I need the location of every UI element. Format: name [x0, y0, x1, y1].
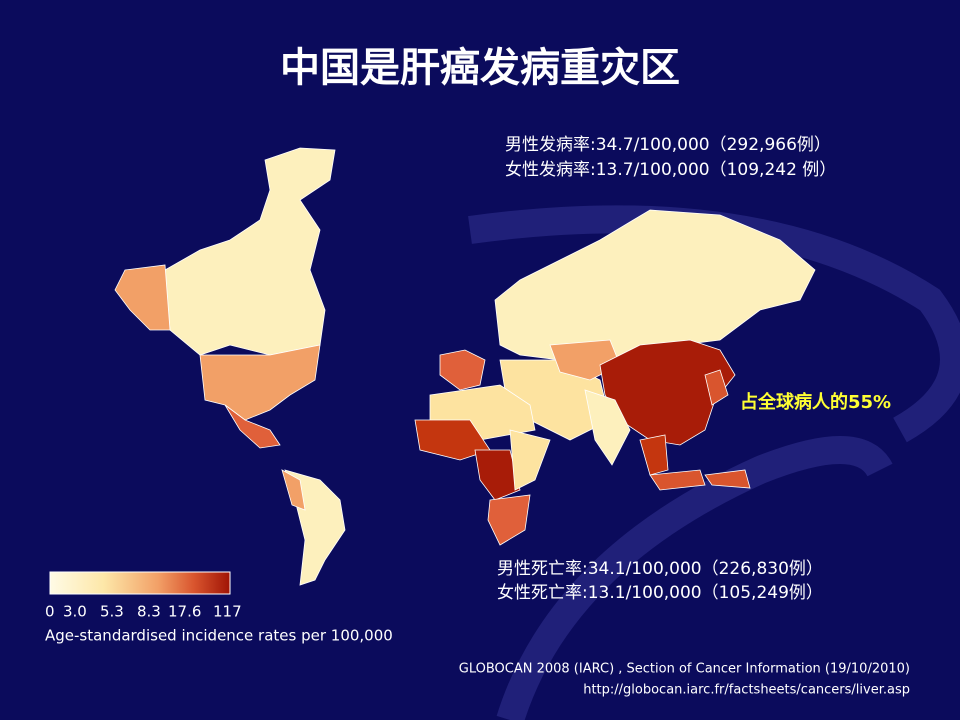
europe-russia [494, 209, 816, 361]
mortality-male: 男性死亡率:34.1/100,000（226,830例） [497, 559, 823, 579]
legend-tick-label: 0 [45, 603, 55, 621]
india [584, 389, 631, 466]
southeast-asia [639, 434, 669, 476]
southern-africa [487, 494, 531, 546]
incidence-male: 男性发病率:34.7/100,000（292,966例） [505, 135, 831, 155]
title: 中国是肝癌发病重灾区 [280, 45, 680, 91]
annotation: 占全球病人的55% [740, 391, 891, 413]
source-url: http://globocan.iarc.fr/factsheets/cance… [583, 683, 910, 698]
legend-ticks: 0 3.0 5.3 8.3 17.6 117 [45, 603, 242, 621]
west-africa [414, 419, 491, 461]
alaska [114, 264, 171, 331]
legend-tick-label: 117 [213, 603, 242, 621]
legend-colorbar [49, 571, 231, 595]
legend-tick-label: 8.3 [137, 603, 161, 621]
usa [199, 344, 321, 421]
incidence-female: 女性发病率:13.7/100,000（109,242 例） [505, 160, 836, 180]
legend-title: Age-standardised incidence rates per 100… [45, 627, 393, 645]
decoration [468, 205, 960, 720]
mortality-female: 女性死亡率:13.1/100,000（105,249例） [497, 583, 823, 603]
peru [281, 469, 306, 511]
indonesia [649, 469, 751, 491]
east-africa [509, 429, 551, 491]
source-line: GLOBOCAN 2008 (IARC) , Section of Cancer… [459, 662, 910, 677]
mexico [224, 404, 281, 449]
legend-tick-label: 17.6 [168, 603, 201, 621]
legend-tick-label: 3.0 [63, 603, 87, 621]
western-europe [439, 349, 486, 391]
world-map [114, 147, 816, 586]
korea-japan [704, 369, 729, 406]
legend-tick-label: 5.3 [100, 603, 124, 621]
central-africa [474, 449, 521, 501]
